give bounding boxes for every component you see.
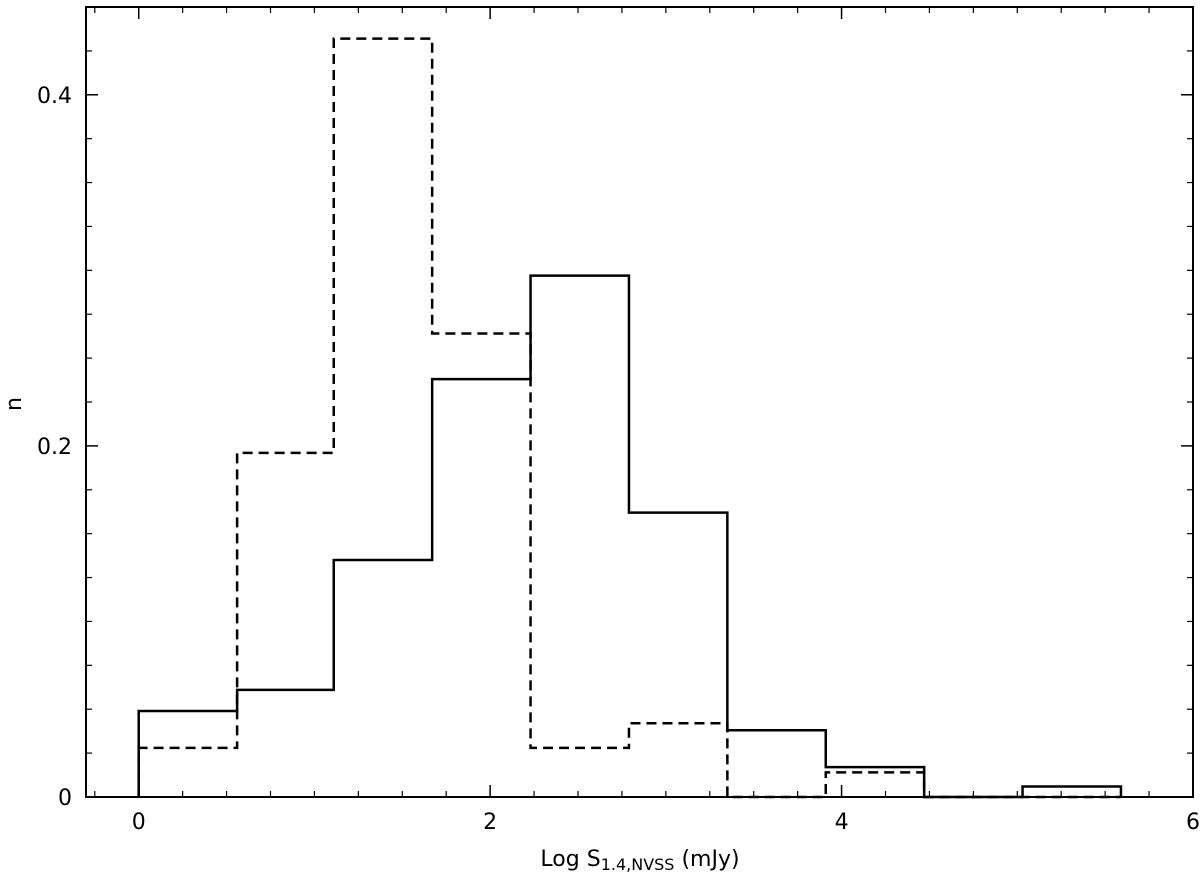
y-axis-label: n [2, 397, 27, 411]
y-tick-label: 0.2 [37, 435, 72, 460]
x-tick-label: 6 [1186, 810, 1200, 835]
x-axis-label: Log S1.4,NVSS (mJy) [540, 847, 739, 874]
y-tick-label: 0.4 [37, 84, 72, 109]
histogram-dashed-series [137, 37, 1121, 799]
x-axis-label-main: Log S [540, 847, 600, 872]
x-axis-label-subscript: 1.4,NVSS [601, 855, 675, 874]
x-tick-label: 0 [132, 810, 146, 835]
x-tick-label: 4 [835, 810, 849, 835]
histogram-solid-series [137, 274, 1123, 799]
plot-frame [85, 6, 1194, 798]
x-tick-label: 2 [483, 810, 497, 835]
x-axis-label-unit: (mJy) [674, 847, 739, 872]
y-tick-label: 0 [58, 786, 72, 811]
axis-tick-labels: 0 2 4 6 0 0.2 0.4 [37, 84, 1200, 835]
histogram-series [137, 37, 1123, 799]
axis-ticks [86, 6, 1194, 798]
